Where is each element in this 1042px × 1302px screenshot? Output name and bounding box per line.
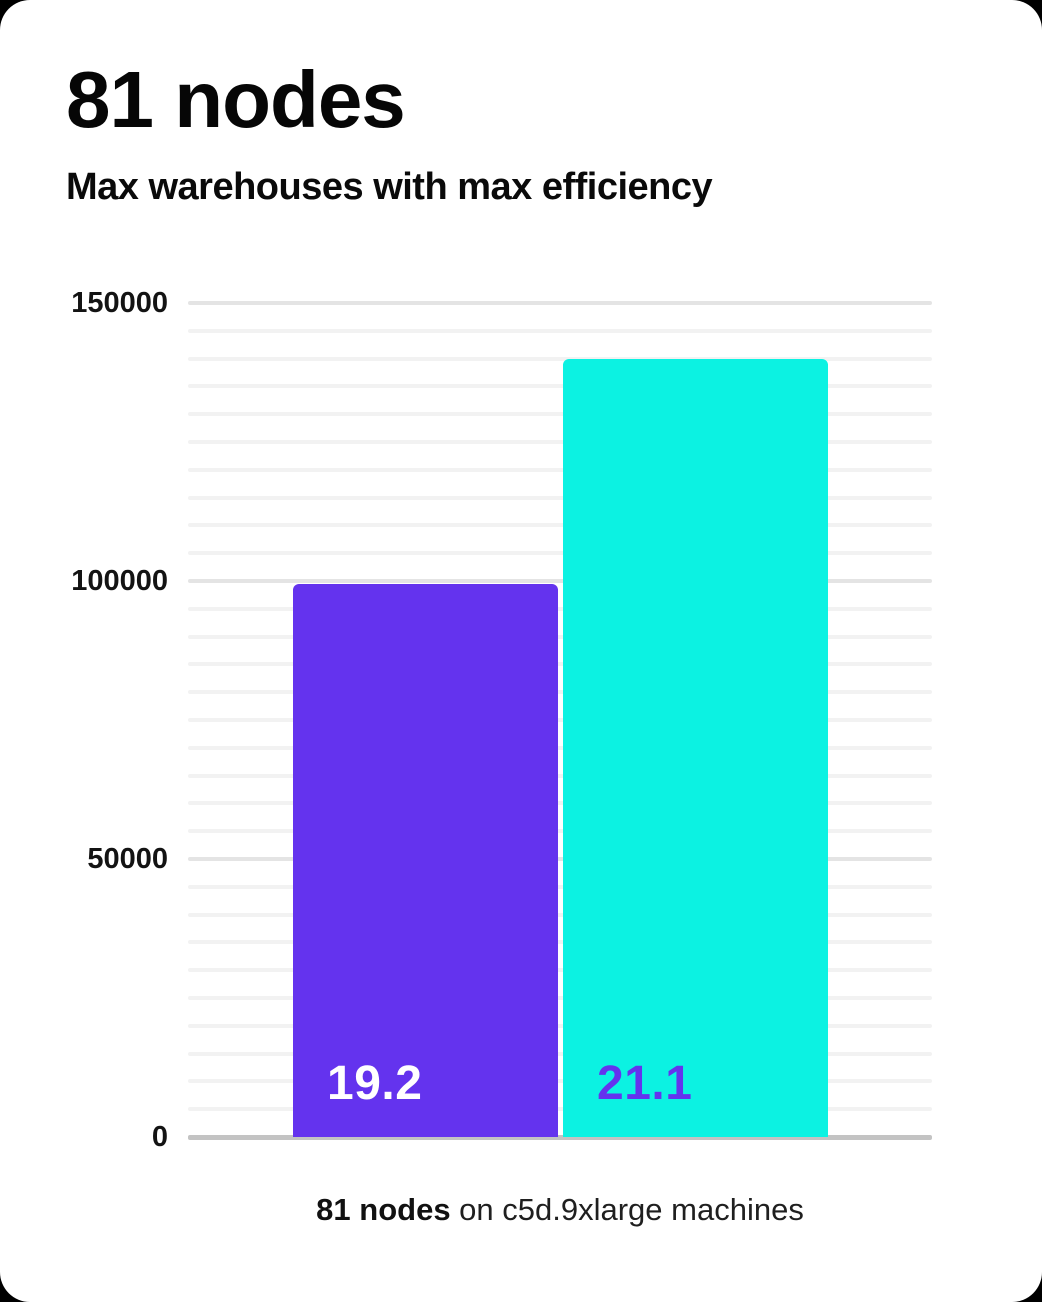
minor-gridline-90000	[188, 634, 932, 639]
major-gridline-100000	[188, 579, 932, 583]
minor-gridline-85000	[188, 662, 932, 667]
y-axis: 0 50000 100000 150000	[30, 287, 168, 1153]
chart-subtitle: Max warehouses with max efficiency	[66, 166, 713, 208]
chart-caption: 81 nodes on c5d.9xlarge machines	[188, 1192, 932, 1228]
minor-gridline-35000	[188, 940, 932, 945]
minor-gridline-20000	[188, 1023, 932, 1028]
bar-value-label-21.1: 21.1	[597, 1057, 693, 1110]
minor-gridline-115000	[188, 495, 932, 500]
bar-21.1: 21.1	[563, 359, 828, 1137]
minor-gridline-45000	[188, 884, 932, 889]
caption-rest-text: on c5d.9xlarge machines	[450, 1192, 804, 1227]
y-tick-label-50000: 50000	[87, 843, 168, 875]
bar-19.2: 19.2	[293, 584, 558, 1137]
minor-gridline-135000	[188, 384, 932, 389]
minor-gridline-105000	[188, 551, 932, 556]
minor-gridline-70000	[188, 745, 932, 750]
minor-gridline-55000	[188, 829, 932, 834]
bar-value-label-19.2: 19.2	[327, 1057, 423, 1110]
minor-gridline-95000	[188, 606, 932, 611]
minor-gridline-65000	[188, 773, 932, 778]
minor-gridline-80000	[188, 690, 932, 695]
minor-gridline-60000	[188, 801, 932, 806]
minor-gridline-110000	[188, 523, 932, 528]
plot-area: 19.2 21.1	[188, 301, 932, 1140]
y-tick-label-150000: 150000	[71, 287, 168, 319]
caption-bold-text: 81 nodes	[316, 1192, 451, 1227]
minor-gridline-120000	[188, 467, 932, 472]
major-gridline-50000	[188, 857, 932, 861]
x-axis-line	[188, 1135, 932, 1140]
minor-gridline-125000	[188, 440, 932, 444]
minor-gridline-5000	[188, 1107, 932, 1112]
minor-gridline-140000	[188, 356, 932, 361]
minor-gridline-75000	[188, 718, 932, 722]
minor-gridline-25000	[188, 996, 932, 1000]
minor-gridline-130000	[188, 412, 932, 417]
major-gridline-150000	[188, 301, 932, 305]
minor-gridline-40000	[188, 912, 932, 917]
minor-gridline-10000	[188, 1079, 932, 1084]
minor-gridline-145000	[188, 328, 932, 333]
y-tick-label-0: 0	[151, 1121, 168, 1153]
minor-gridline-30000	[188, 968, 932, 973]
minor-gridline-15000	[188, 1051, 932, 1056]
y-tick-label-100000: 100000	[71, 565, 168, 597]
page-title: 81 nodes	[66, 55, 406, 144]
